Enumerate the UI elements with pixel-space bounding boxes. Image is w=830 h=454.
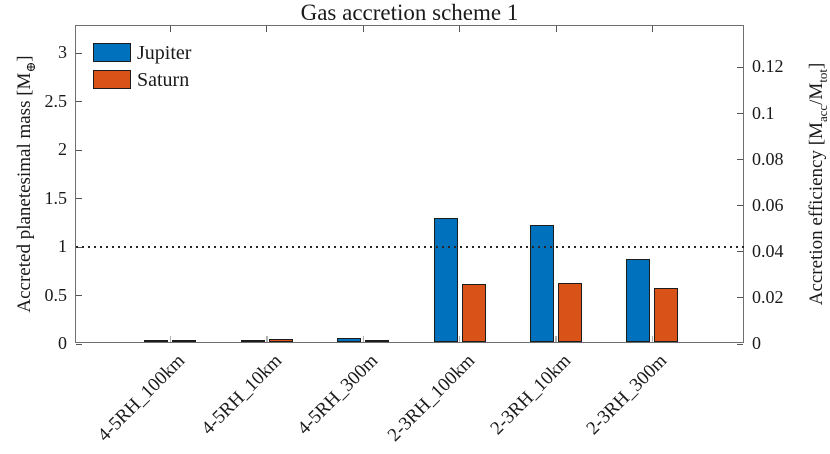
right-axis-label-sub1: acc bbox=[814, 104, 830, 123]
left-axis-tick bbox=[76, 101, 82, 103]
x-axis-tick-bottom bbox=[266, 336, 268, 342]
bar-saturn-0 bbox=[172, 340, 197, 342]
plot-area: Jupiter Saturn bbox=[75, 25, 745, 345]
legend-label-jupiter: Jupiter bbox=[137, 42, 192, 64]
right-axis-tick bbox=[737, 297, 743, 299]
x-axis-tick-top bbox=[459, 26, 461, 32]
bar-jupiter-3 bbox=[433, 217, 458, 342]
bar-saturn-5 bbox=[654, 287, 679, 342]
bar-jupiter-2 bbox=[337, 338, 362, 342]
bar-saturn-4 bbox=[558, 282, 583, 342]
right-axis-tick-label: 0.12 bbox=[752, 56, 784, 77]
left-axis-tick bbox=[76, 343, 82, 345]
x-axis-tick-bottom bbox=[458, 336, 461, 342]
left-axis-tick-label: 2.5 bbox=[44, 90, 68, 111]
left-axis-tick bbox=[76, 295, 82, 297]
x-axis-tick-bottom bbox=[362, 336, 364, 342]
bar-jupiter-5 bbox=[626, 258, 651, 342]
legend-label-saturn: Saturn bbox=[137, 68, 190, 91]
bar-saturn-2 bbox=[365, 340, 390, 342]
left-axis-tick-label: 2 bbox=[58, 139, 67, 160]
right-axis-tick-label: 0.1 bbox=[752, 102, 775, 123]
x-axis-tick-top bbox=[651, 26, 653, 32]
right-axis-tick-label: 0 bbox=[752, 333, 761, 353]
legend-entry-saturn: Saturn bbox=[93, 68, 233, 91]
bar-saturn-1 bbox=[268, 339, 293, 342]
left-axis-tick-label: 0 bbox=[58, 333, 67, 353]
chart-title: Gas accretion scheme 1 bbox=[300, 0, 519, 25]
right-axis-tick-label: 0.06 bbox=[752, 194, 784, 215]
right-axis-tick bbox=[737, 205, 743, 207]
x-axis-tick-top bbox=[266, 26, 268, 32]
right-axis-tick-label: 0.04 bbox=[752, 240, 784, 261]
left-axis-tick bbox=[76, 149, 82, 151]
x-axis-tick-label: 4-5RH_100km bbox=[94, 350, 190, 446]
x-axis-tick-bottom bbox=[651, 336, 654, 342]
right-axis-tick bbox=[737, 159, 743, 161]
left-axis-tick-label: 3 bbox=[58, 42, 67, 63]
right-axis-tick bbox=[737, 113, 743, 115]
left-axis-tick-label: 1 bbox=[58, 236, 67, 257]
x-axis-tick-top bbox=[555, 26, 557, 32]
right-axis-tick bbox=[737, 343, 743, 345]
legend-entry-jupiter: Jupiter bbox=[93, 42, 233, 64]
left-axis-tick-label: 0.5 bbox=[44, 284, 68, 305]
left-axis-tick bbox=[76, 198, 82, 200]
left-axis-label-sub: ⊕ bbox=[22, 61, 38, 73]
right-axis-tick-label: 0.02 bbox=[752, 286, 784, 307]
bar-jupiter-1 bbox=[240, 340, 265, 342]
bar-jupiter-0 bbox=[144, 340, 169, 342]
legend-swatch-saturn bbox=[93, 69, 131, 89]
right-axis-tick-label: 0.08 bbox=[752, 148, 784, 169]
x-axis-tick-top bbox=[362, 26, 364, 32]
x-axis-tick-bottom bbox=[169, 336, 172, 342]
right-axis-tick bbox=[737, 66, 743, 68]
reference-dotted-line bbox=[76, 246, 745, 249]
legend-swatch-jupiter bbox=[93, 43, 131, 62]
x-axis-tick-bottom bbox=[555, 336, 557, 342]
right-axis-tick bbox=[737, 251, 743, 253]
right-axis-label-sub2: tot bbox=[814, 69, 830, 83]
left-axis-tick-label: 1.5 bbox=[44, 187, 68, 208]
right-axis-label-mid: /M bbox=[806, 82, 827, 105]
bar-jupiter-4 bbox=[530, 224, 555, 342]
bar-saturn-3 bbox=[461, 283, 486, 342]
left-axis-tick bbox=[76, 52, 82, 54]
x-axis-tick-top bbox=[169, 26, 171, 32]
